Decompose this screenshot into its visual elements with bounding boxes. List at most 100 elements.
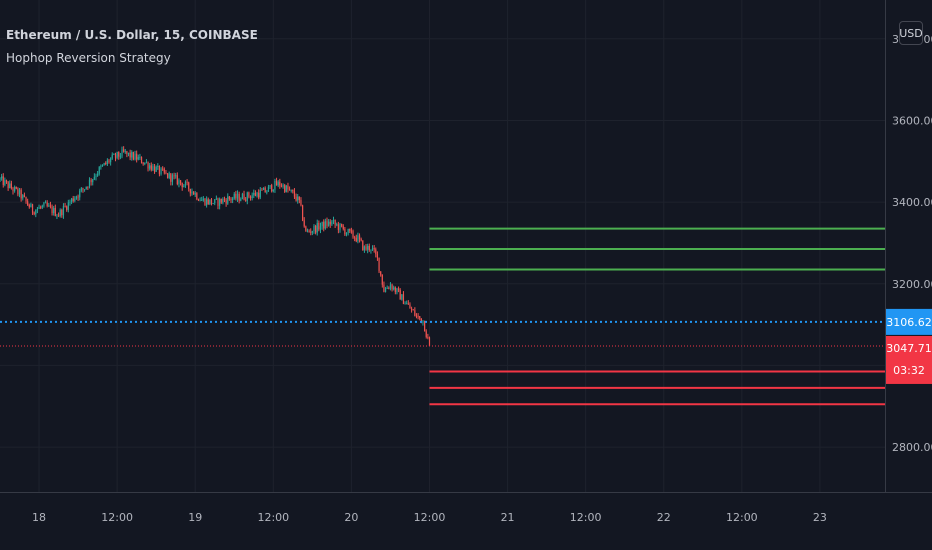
candle-body [219,198,221,206]
candle-body [197,199,200,201]
candle-body [275,180,278,186]
candle-body [419,316,421,319]
candle-body [232,198,234,201]
candle-body [321,221,323,227]
candle-body [160,168,162,174]
candle-body [248,192,250,197]
candle-body [271,185,273,192]
candle-body [152,166,154,170]
candle-body [290,189,292,191]
candle-body [14,187,16,192]
currency-button[interactable]: USD [899,21,923,45]
candle-body [262,187,265,191]
candle-body [35,209,37,215]
indicator-name[interactable]: Hophop Reversion Strategy [6,51,171,65]
candle-body [280,185,283,187]
candle-body [53,208,55,214]
candle-body [176,175,178,184]
candle-body [93,176,95,180]
candle-body [121,149,123,157]
candle-body [315,225,317,233]
candle-body [332,220,335,222]
candle-body [365,246,367,250]
candle-body [329,221,331,225]
candle-body [209,199,211,205]
candle-body [269,185,271,187]
candle-body [303,220,305,227]
candle-body [147,162,149,169]
candle-body [83,189,86,191]
candle-body [354,237,356,239]
candle-body [110,158,112,163]
candle-body [145,162,148,164]
candle-body [235,193,237,199]
candle-body [77,196,79,198]
candle-body [127,152,130,154]
candle-body [204,198,206,206]
candle-body [132,152,135,160]
candle-body [188,182,190,189]
candle-body [266,191,268,193]
candle-body [98,167,100,174]
candle-body [402,294,405,305]
candle-body [142,163,144,165]
x-tick-label: 23 [813,511,827,524]
candle-body [396,288,398,293]
x-tick-label: 21 [501,511,515,524]
candle-body [316,222,318,233]
candle-body [328,221,330,226]
candle-body [363,246,366,251]
candle-body [44,202,47,204]
candle-body [310,231,312,233]
candle-body [186,181,188,183]
candle-body [223,199,226,201]
candle-body [97,173,99,176]
candle-body [349,228,351,231]
candle-body [401,294,403,300]
candle-body [258,192,260,198]
candle-body [207,199,209,205]
candle-body [140,156,143,164]
candle-body [414,310,416,316]
candle-body [137,157,139,160]
candle-body [51,206,53,214]
candlesticks [0,146,431,347]
candle-body [12,188,14,192]
candle-body [131,152,133,158]
blue-price-tag [886,308,932,335]
candle-body [264,187,266,193]
candle-body [391,284,393,290]
candle-body [49,205,52,207]
candle-body [38,207,40,209]
candle-body [326,221,328,226]
candle-body [428,337,431,346]
candle-body [175,175,177,177]
candle-body [129,152,131,158]
x-tick-label: 19 [188,511,202,524]
candle-body [23,195,26,197]
candle-body [66,206,68,210]
candle-body [79,190,81,198]
x-tick-label: 12:00 [257,511,289,524]
candle-body [427,336,429,338]
candle-body [415,315,418,317]
candle-body [173,175,175,177]
candle-body [284,185,286,192]
candle-body [274,180,276,190]
candle-body [228,196,230,199]
candle-body [144,162,146,164]
candle-body [108,160,110,163]
candle-body [238,193,240,201]
y-tick-label: 3200.00 [892,278,932,291]
candle-body [388,288,390,289]
candle-body [192,191,195,195]
candle-body [253,192,255,196]
candle-body [105,162,107,164]
candle-body [9,183,11,188]
candle-body [28,205,30,208]
last-price-tag [886,335,932,384]
candle-body [196,193,198,200]
candle-body [344,228,346,235]
candle-body [342,226,344,229]
